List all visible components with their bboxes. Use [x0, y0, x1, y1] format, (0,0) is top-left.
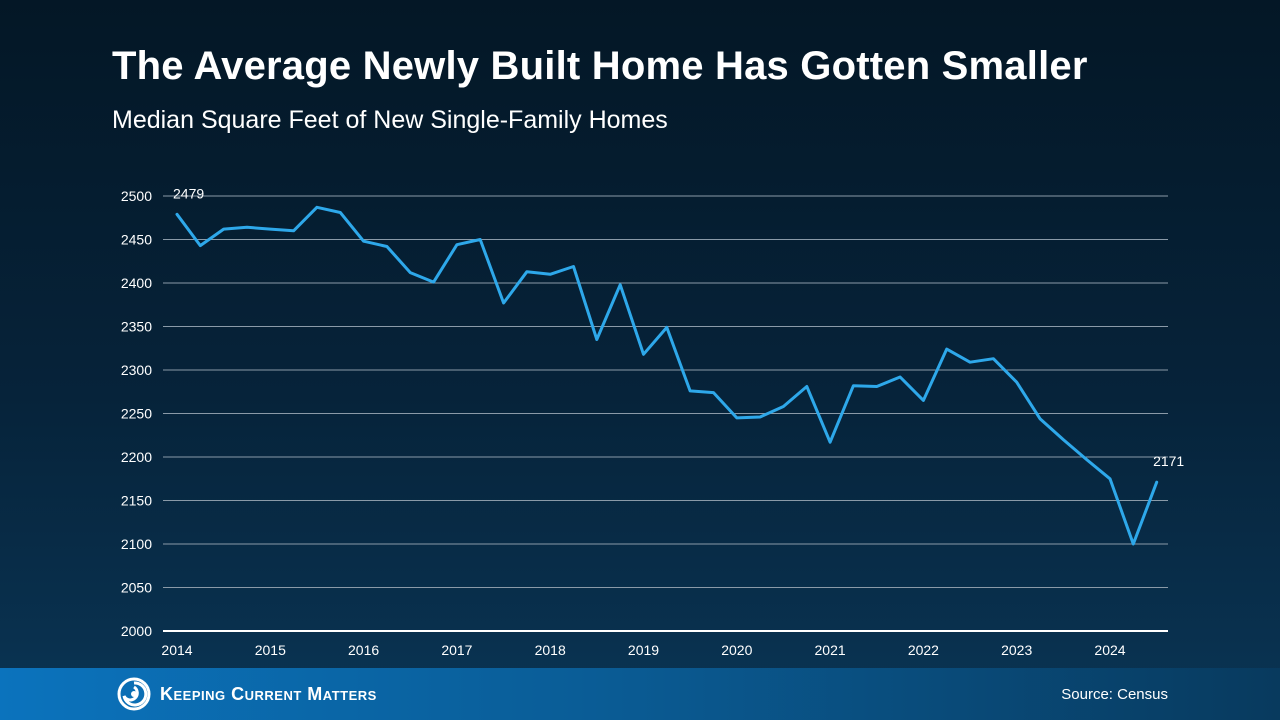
x-tick-label: 2018 — [535, 642, 566, 658]
line-chart: 2000 2050 2100 2150 2200 2250 2300 2350 2400 2450… — [121, 185, 1184, 658]
data-label: 2479 — [173, 185, 204, 201]
y-tick-label: 2350 — [121, 319, 152, 335]
x-tick-label: 2016 — [348, 642, 379, 658]
chart-subtitle: Median Square Feet of New Single-Family … — [112, 106, 668, 134]
y-tick-label: 2300 — [121, 362, 152, 378]
y-tick-label: 2200 — [121, 449, 152, 465]
x-tick-label: 2022 — [908, 642, 939, 658]
y-tick-label: 2450 — [121, 232, 152, 248]
series-line — [175, 205, 1159, 546]
brand-logo: Keeping Current Matters — [116, 676, 377, 712]
brand-name: Keeping Current Matters — [160, 683, 377, 704]
x-tick-label: 2017 — [441, 642, 472, 658]
x-tick-label: 2019 — [628, 642, 659, 658]
y-tick-label: 2150 — [121, 493, 152, 509]
chart-title: The Average Newly Built Home Has Gotten … — [112, 44, 1088, 88]
x-tick-label: 2014 — [161, 642, 192, 658]
footer-bar: Keeping Current Matters Source: Census — [0, 668, 1280, 720]
x-tick-label: 2024 — [1094, 642, 1125, 658]
x-tick-label: 2020 — [721, 642, 752, 658]
y-tick-label: 2500 — [121, 188, 152, 204]
y-tick-label: 2100 — [121, 536, 152, 552]
y-tick-label: 2250 — [121, 406, 152, 422]
source-note: Source: Census — [1061, 686, 1168, 703]
swirl-logo-icon — [117, 677, 151, 711]
data-label: 2171 — [1153, 453, 1184, 469]
x-tick-label: 2015 — [255, 642, 286, 658]
x-tick-label: 2023 — [1001, 642, 1032, 658]
y-tick-label: 2400 — [121, 275, 152, 291]
x-tick-label: 2021 — [815, 642, 846, 658]
y-tick-label: 2000 — [121, 623, 152, 639]
y-tick-label: 2050 — [121, 580, 152, 596]
